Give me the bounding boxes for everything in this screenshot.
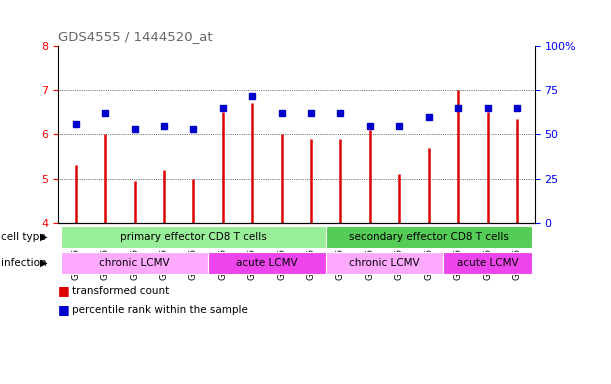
Text: infection: infection [1, 258, 47, 268]
Text: cell type: cell type [1, 232, 46, 242]
Text: GDS4555 / 1444520_at: GDS4555 / 1444520_at [58, 30, 213, 43]
Text: acute LCMV: acute LCMV [236, 258, 298, 268]
Text: primary effector CD8 T cells: primary effector CD8 T cells [120, 232, 267, 242]
Text: secondary effector CD8 T cells: secondary effector CD8 T cells [349, 232, 508, 242]
Text: percentile rank within the sample: percentile rank within the sample [72, 305, 248, 315]
Text: ▶: ▶ [40, 232, 48, 242]
Bar [326, 226, 532, 248]
Bar [61, 226, 326, 248]
Text: transformed count: transformed count [72, 286, 169, 296]
Bar [326, 252, 444, 274]
Text: ▶: ▶ [40, 258, 48, 268]
Text: acute LCMV: acute LCMV [457, 258, 518, 268]
Bar [208, 252, 326, 274]
Bar [61, 252, 208, 274]
Bar [444, 252, 532, 274]
Text: chronic LCMV: chronic LCMV [349, 258, 420, 268]
Text: ■: ■ [58, 303, 70, 316]
Text: chronic LCMV: chronic LCMV [99, 258, 170, 268]
Text: ■: ■ [58, 284, 70, 297]
